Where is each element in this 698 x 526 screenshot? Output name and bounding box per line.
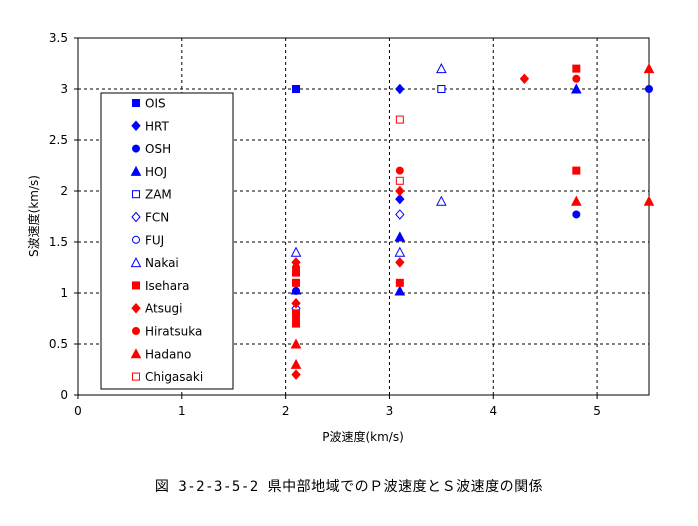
- x-tick-label: 3: [386, 404, 394, 418]
- y-tick-label: 3.5: [49, 31, 68, 45]
- legend-label-hiratsuka: Hiratsuka: [145, 325, 202, 339]
- data-point-osh: [645, 85, 653, 93]
- data-point-osh: [572, 210, 581, 219]
- data-point-atsugi: [291, 297, 301, 309]
- legend-label-hadano: Hadano: [145, 347, 191, 361]
- data-point-hiratsuka: [395, 166, 404, 175]
- legend-marker-isehara: [132, 281, 140, 290]
- legend-label-ois: OIS: [145, 97, 166, 111]
- data-point-zam: [437, 85, 446, 93]
- data-point-hadano: [643, 63, 655, 74]
- legend-marker-hoj: [130, 165, 142, 176]
- legend-label-nakai: Nakai: [145, 256, 179, 270]
- legend-marker-zam: [132, 190, 140, 199]
- legend-marker-nakai: [130, 257, 142, 268]
- y-tick-label: 0.5: [49, 337, 68, 351]
- data-point-hiratsuka: [292, 314, 301, 323]
- legend-label-hrt: HRT: [145, 119, 169, 133]
- data-point-fcn: [395, 209, 405, 220]
- y-tick-label: 1: [60, 286, 68, 300]
- legend-marker-fuj: [132, 235, 140, 244]
- data-point-nakai: [290, 246, 302, 257]
- legend-label-atsugi: Atsugi: [145, 302, 183, 316]
- grid-lines: [78, 38, 649, 395]
- data-point-hoj: [290, 284, 302, 295]
- y-tick-label: 2: [60, 184, 68, 198]
- legend-marker-ois: [132, 99, 140, 107]
- data-point-atsugi: [395, 185, 405, 197]
- x-tick-label: 4: [489, 404, 497, 418]
- data-point-nakai: [394, 246, 406, 257]
- legend-marker-osh: [132, 144, 140, 153]
- x-tick-label: 5: [593, 404, 601, 418]
- x-tick-label: 1: [178, 404, 186, 418]
- x-axis-title: P波速度(km/s): [322, 429, 404, 444]
- figure-caption: 図 3-2-3-5-2 県中部地域でのＰ波速度とＳ波速度の関係: [154, 479, 544, 495]
- data-point-hoj: [394, 231, 406, 242]
- data-point-atsugi: [291, 369, 301, 380]
- data-point-ois: [292, 85, 301, 93]
- legend-label-chigasaki: Chigasaki: [145, 370, 203, 384]
- data-point-isehara: [292, 278, 301, 287]
- data-point-hrt: [395, 193, 405, 205]
- data-point-hrt: [395, 83, 405, 95]
- y-tick-label: 2.5: [49, 133, 68, 147]
- data-point-hoj: [394, 285, 406, 296]
- plot-area: [77, 37, 650, 396]
- data-point-hiratsuka: [292, 263, 301, 272]
- legend-label-fuj: FUJ: [145, 233, 164, 247]
- data-point-atsugi: [395, 257, 405, 268]
- data-points: [290, 63, 655, 380]
- data-point-isehara: [395, 278, 404, 287]
- axis-ticks: 0 1 2 3 4 5 0 0.5 1 1.5 2 2.5 3 3.5: [49, 31, 601, 418]
- data-point-hiratsuka: [572, 74, 581, 83]
- data-point-hadano: [570, 195, 582, 206]
- scatter-chart: 0 1 2 3 4 5 0 0.5 1 1.5 2 2.5 3 3.5 OIS HRT OSH HOJ ZAM FC…: [26, 31, 655, 444]
- data-point-hadano: [290, 338, 302, 349]
- data-point-hadano: [643, 195, 655, 206]
- y-tick-label: 3: [60, 82, 68, 96]
- legend-marker-hadano: [130, 348, 142, 359]
- legend-marker-atsugi: [131, 302, 141, 314]
- y-tick-label: 0: [60, 388, 68, 402]
- data-point-hoj: [570, 83, 582, 94]
- data-point-chigasaki: [395, 115, 404, 124]
- data-point-isehara: [572, 166, 581, 175]
- legend-marker-fcn: [131, 211, 141, 223]
- data-point-hadano: [290, 358, 302, 369]
- data-point-nakai: [436, 63, 447, 74]
- x-tick-label: 2: [282, 404, 290, 418]
- data-point-chigasaki: [395, 176, 404, 185]
- legend-label-fcn: FCN: [145, 211, 169, 225]
- y-tick-label: 1.5: [49, 235, 68, 249]
- data-point-nakai: [436, 195, 447, 206]
- legend-label-hoj: HOJ: [145, 165, 167, 179]
- legend-box: [100, 92, 234, 390]
- legend-marker-hrt: [131, 120, 141, 132]
- legend-label-isehara: Isehara: [145, 279, 189, 293]
- legend: OIS HRT OSH HOJ ZAM FCN FUJ Nakai Isehara Atsugi H…: [100, 92, 234, 390]
- legend-marker-chigasaki: [132, 372, 140, 381]
- data-point-atsugi: [519, 73, 530, 85]
- legend-label-zam: ZAM: [145, 188, 172, 202]
- y-axis-title: S波速度(km/s): [26, 175, 41, 257]
- data-point-isehara: [572, 64, 581, 73]
- legend-label-osh: OSH: [145, 142, 171, 156]
- x-tick-label: 0: [74, 404, 82, 418]
- legend-marker-hiratsuka: [132, 327, 140, 335]
